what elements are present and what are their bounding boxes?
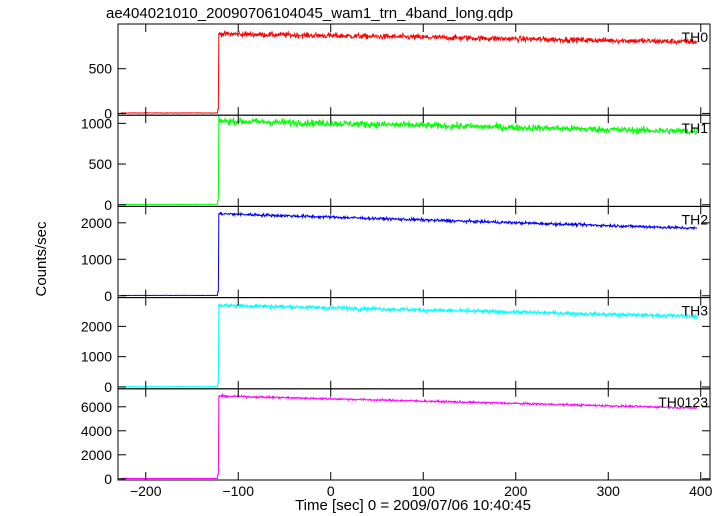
x-axis-label: Time [sec] 0 = 2009/07/06 10:40:45 <box>295 497 531 514</box>
y-tick-label: 2000 <box>81 318 112 334</box>
y-tick-label: 2000 <box>81 215 112 231</box>
y-tick-label: 500 <box>89 61 113 77</box>
series-label: TH2 <box>682 211 709 227</box>
y-tick-label: 0 <box>104 197 112 213</box>
y-tick-label: 1000 <box>81 115 112 131</box>
x-tick-label: 400 <box>689 483 713 499</box>
y-axis-label: Counts/sec <box>33 221 50 297</box>
panel-th3: 0 1000 2000 TH3 <box>81 297 711 395</box>
x-tick-label: 0 <box>327 483 335 499</box>
series-line-th2 <box>120 211 698 297</box>
x-tick-labels: −200 −100 0 100 200 300 400 <box>130 483 713 499</box>
series-line-th0123 <box>120 392 698 479</box>
x-tick-label: 300 <box>597 483 621 499</box>
y-tick-label: 2000 <box>81 447 112 463</box>
x-tick-label: 200 <box>504 483 528 499</box>
y-tick-label: 1000 <box>81 349 112 365</box>
x-tick-label: −100 <box>222 483 254 499</box>
series-label: TH0123 <box>658 394 708 410</box>
chart-title: ae404021010_20090706104045_wam1_trn_4ban… <box>106 5 513 22</box>
y-tick-label: 0 <box>104 379 112 395</box>
panel-th0123: 0 2000 4000 6000 TH0123 <box>81 388 711 487</box>
series-label: TH0 <box>682 29 709 45</box>
panel-th2: 0 1000 2000 TH2 <box>81 205 711 304</box>
y-tick-label: 1000 <box>81 251 112 267</box>
y-tick-label: 6000 <box>81 399 112 415</box>
panel-frame <box>117 388 711 481</box>
panel-frame <box>117 297 711 390</box>
series-label: TH1 <box>682 120 709 136</box>
y-tick-label: 0 <box>104 105 112 121</box>
y-tick-label: 0 <box>104 471 112 487</box>
y-tick-label: 500 <box>89 156 113 172</box>
y-tick-label: 4000 <box>81 423 112 439</box>
series-line-th0 <box>120 30 698 114</box>
series-label: TH3 <box>682 303 709 319</box>
series-line-th1 <box>120 115 698 206</box>
panel-th0: 0 500 TH0 <box>89 23 711 121</box>
y-tick-label: 0 <box>104 288 112 304</box>
x-tick-label: −200 <box>130 483 162 499</box>
x-tick-label: 100 <box>412 483 436 499</box>
panel-th1: 0 500 1000 TH1 <box>81 114 711 213</box>
series-line-th3 <box>120 302 698 388</box>
